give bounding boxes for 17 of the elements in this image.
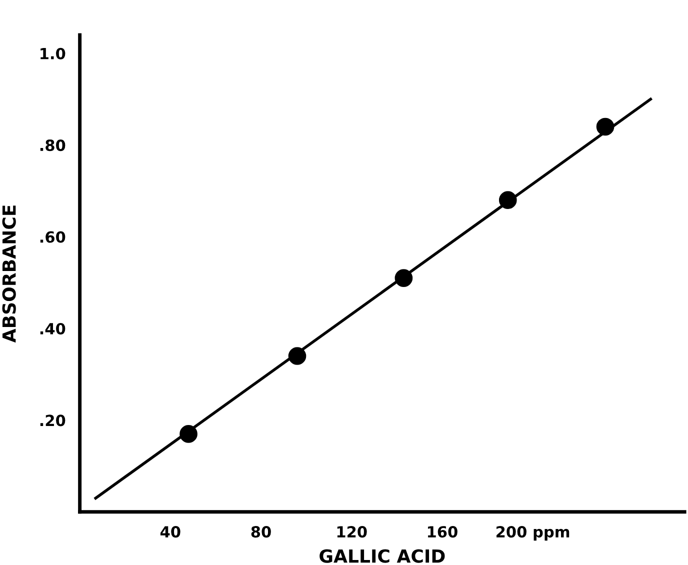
x-tick-label: 80: [251, 526, 271, 538]
y-tick-label: .40: [40, 322, 66, 335]
y-tick-label: 1.0: [40, 48, 66, 60]
point: [596, 118, 614, 136]
x-tick-label: 160: [428, 526, 458, 538]
point: [394, 269, 413, 287]
point: [498, 191, 517, 210]
point: [288, 347, 306, 365]
x-tick-label: 40: [160, 526, 180, 538]
y-axis-title: ABSORBANCE: [2, 206, 16, 343]
y-tick-label: .20: [40, 414, 66, 426]
y-tick-label: .80: [40, 140, 66, 152]
point: [180, 425, 198, 443]
x-tick-label: 120: [337, 526, 367, 538]
x-axis-title: GALLIC ACID: [320, 549, 445, 563]
x-tick-label: 200 ppm: [496, 526, 570, 541]
y-tick-label: .60: [40, 231, 66, 243]
